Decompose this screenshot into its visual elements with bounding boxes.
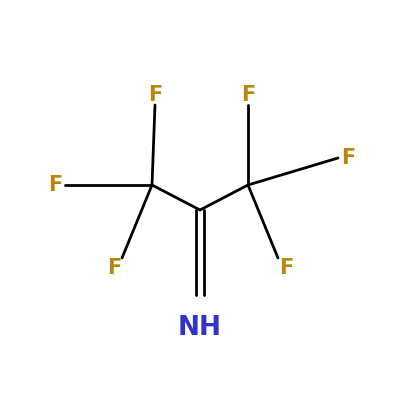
Text: F: F	[107, 258, 121, 278]
Text: F: F	[148, 85, 162, 105]
Text: F: F	[341, 148, 355, 168]
Text: NH: NH	[178, 315, 222, 341]
Text: F: F	[241, 85, 255, 105]
Text: F: F	[279, 258, 293, 278]
Text: F: F	[48, 175, 62, 195]
